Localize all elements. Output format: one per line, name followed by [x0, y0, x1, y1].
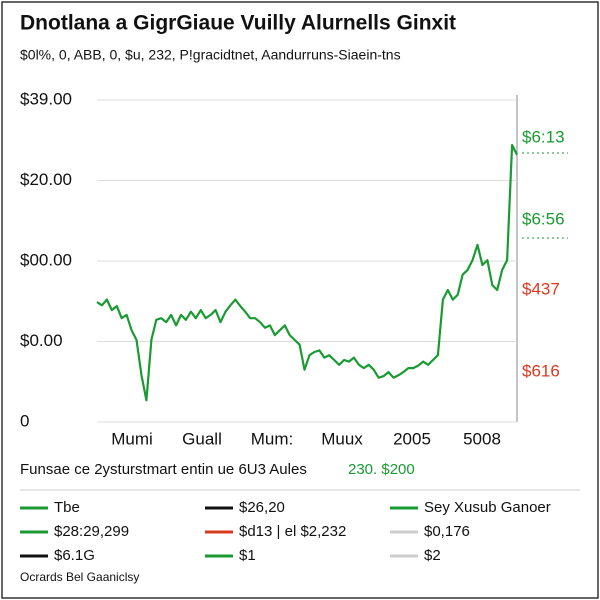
annotation: $6:13 — [522, 127, 565, 146]
y-tick-label: $20.00 — [20, 170, 72, 189]
x-tick-label: Mum: — [251, 429, 294, 448]
chart-subtitle: $0l%, 0, ABB, 0, $u, 232, P!gracidtnet, … — [20, 47, 401, 63]
x-tick-label: Muux — [321, 429, 363, 448]
legend-label: $6.1G — [54, 547, 95, 564]
legend-label: Sey Xusub Ganoer — [424, 499, 551, 516]
x-tick-label: 2005 — [393, 429, 431, 448]
y-tick-label: $0.00 — [20, 331, 63, 350]
legend-label: $d13 | el $2,232 — [239, 523, 346, 540]
source: Ocrards Bel Gaaniclsy — [20, 570, 139, 584]
chart-title: Dnotlana a GigrGiaue Vuilly Alurnells Gi… — [20, 12, 456, 35]
x-tick-label: 5008 — [463, 429, 501, 448]
note: Funsae ce 2ysturstmart entin ue 6U3 Aule… — [20, 461, 307, 478]
legend-label: Tbe — [54, 499, 80, 516]
y-tick-label: $00.00 — [20, 250, 72, 269]
annotation: $437 — [522, 279, 560, 298]
price-line — [96, 144, 518, 402]
legend-label: $1 — [239, 547, 256, 564]
annotation: $616 — [522, 361, 560, 380]
legend-label: $2 — [424, 547, 441, 564]
annotation: $6:56 — [522, 209, 565, 228]
y-tick-label: $39.00 — [20, 89, 72, 108]
y-tick-label: 0 — [20, 411, 29, 430]
note-highlight: 230. $200 — [348, 461, 415, 478]
legend-label: $26,20 — [239, 499, 285, 516]
x-tick-label: Mumi — [111, 429, 153, 448]
legend-label: $28:29,299 — [54, 523, 129, 540]
x-tick-label: Guall — [182, 429, 222, 448]
legend-label: $0,176 — [424, 523, 470, 540]
